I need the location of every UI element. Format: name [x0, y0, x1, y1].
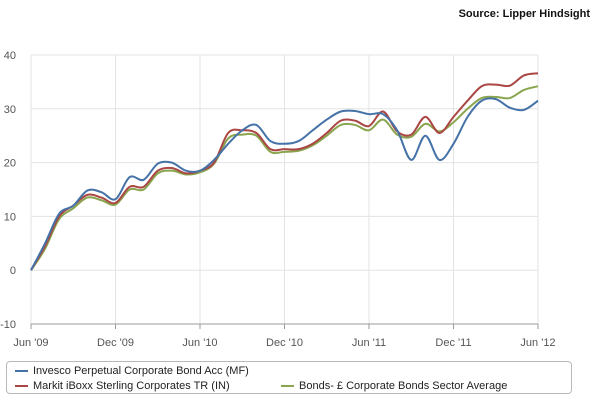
x-tick-label: Dec '11: [435, 337, 471, 349]
series-line-invesco: [30, 97, 539, 271]
x-tick-label: Dec '10: [266, 337, 303, 349]
legend-item-sector-average[interactable]: Bonds- £ Corporate Bonds Sector Average: [281, 380, 507, 392]
series-line-markit: [30, 72, 539, 271]
y-tick-label: 10: [4, 211, 16, 223]
grid: [30, 54, 539, 325]
x-tick-label: Jun '12: [520, 337, 555, 349]
legend-item-invesco[interactable]: Invesco Perpetual Corporate Bond Acc (MF…: [15, 365, 249, 377]
legend-swatch-invesco: [15, 370, 28, 372]
legend-label-markit: Markit iBoxx Sterling Corporates TR (IN): [33, 380, 230, 392]
y-tick-label: 40: [4, 50, 16, 62]
x-tick-label: Jun '11: [352, 337, 386, 349]
legend: Invesco Perpetual Corporate Bond Acc (MF…: [6, 361, 572, 394]
y-tick-label: -10: [0, 319, 16, 331]
line-chart: -10 0 10 20 30 40 Jun '09 Dec '09 Jun '10 Dec '10…: [0, 50, 555, 349]
x-tick-label: Jun '10: [182, 337, 217, 349]
legend-label-invesco: Invesco Perpetual Corporate Bond Acc (MF…: [33, 365, 249, 377]
y-tick-label: 20: [4, 158, 16, 170]
x-tick-label: Jun '09: [13, 337, 48, 349]
series-line-sector-average: [30, 85, 539, 271]
legend-item-markit[interactable]: Markit iBoxx Sterling Corporates TR (IN): [15, 380, 230, 392]
y-tick-label: 30: [4, 104, 16, 116]
source-label: Source: Lipper Hindsight: [458, 8, 590, 20]
legend-label-sector-average: Bonds- £ Corporate Bonds Sector Average: [299, 380, 508, 392]
legend-swatch-markit: [15, 385, 28, 387]
series-lines: [30, 72, 539, 271]
axes: -10 0 10 20 30 40 Jun '09 Dec '09 Jun '10 Dec '10…: [0, 50, 555, 349]
y-tick-label: 0: [10, 265, 16, 277]
legend-swatch-sector-average: [281, 385, 294, 387]
x-tick-label: Dec '09: [97, 337, 134, 349]
